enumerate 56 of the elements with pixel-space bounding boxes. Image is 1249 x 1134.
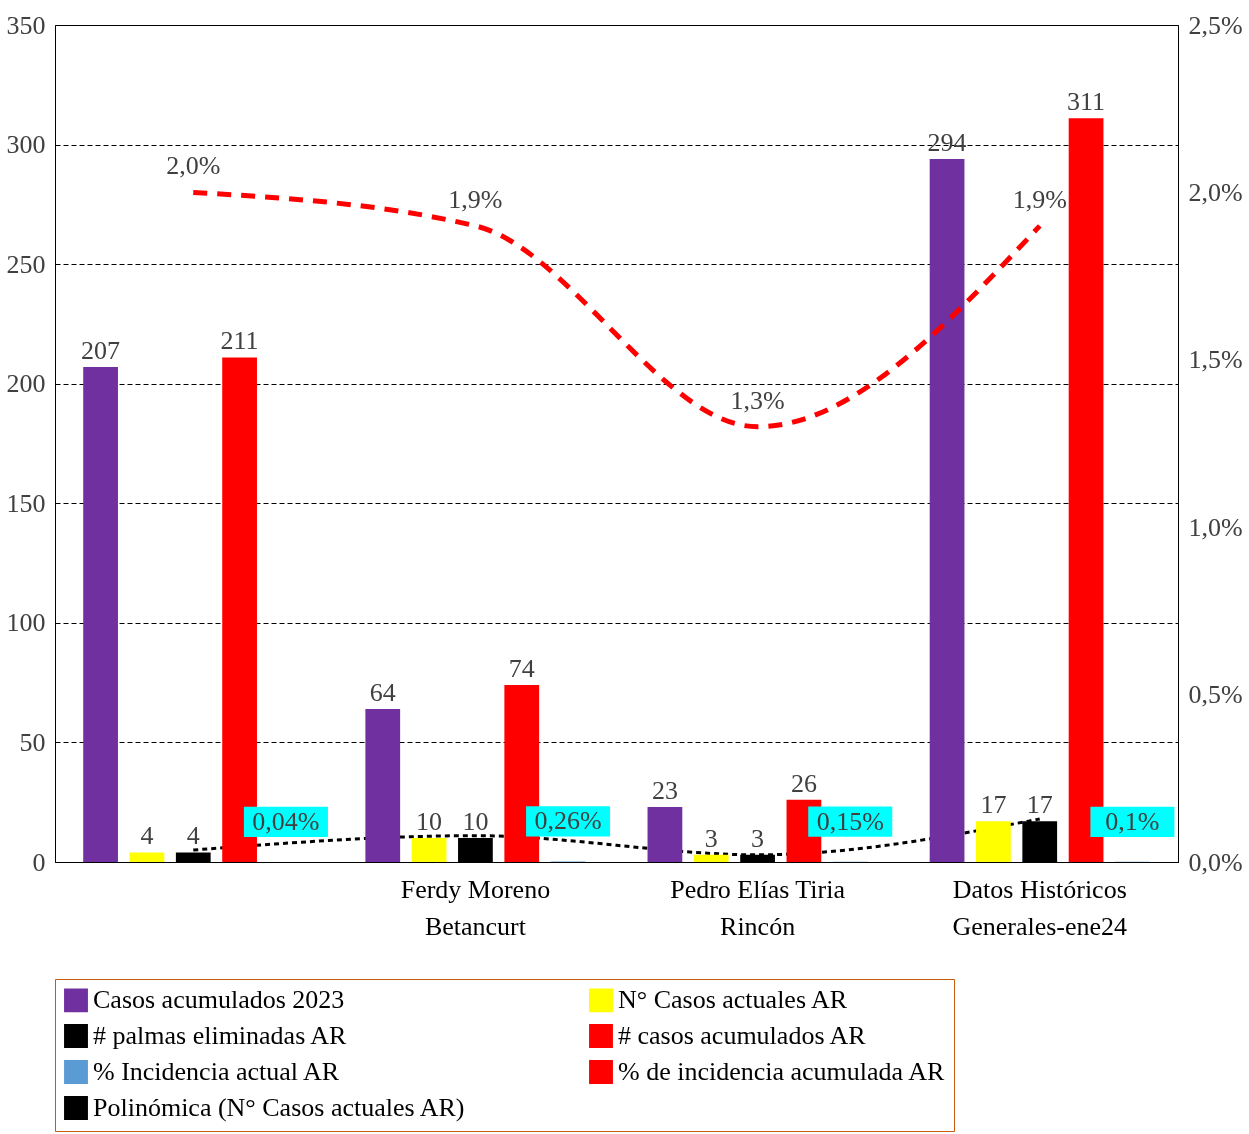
data-label: 311 <box>1067 87 1106 117</box>
data-label: 0,1% <box>1105 806 1160 836</box>
x-tick-label: Ferdy Moreno Betancurt <box>400 874 551 941</box>
bar <box>647 807 683 862</box>
legend-label: Casos acumulados 2023 <box>93 985 345 1015</box>
y2-tick-label: 2,0% <box>1188 177 1243 207</box>
legend-label: N° Casos actuales AR <box>618 985 848 1015</box>
legend-label: # palmas eliminadas AR <box>93 1021 348 1050</box>
bar <box>693 854 729 862</box>
bar <box>1068 118 1104 862</box>
data-label: 23 <box>651 776 678 805</box>
x-tick-label: Datos Históricos Generales-ene24 <box>952 874 1128 941</box>
y-tick-label: 150 <box>6 488 46 518</box>
data-label: 3 <box>751 823 765 853</box>
bar <box>129 852 165 862</box>
bar <box>929 158 965 862</box>
y-tick-label: 0 <box>32 847 46 877</box>
data-label: 0,26% <box>534 806 602 836</box>
data-label: 207 <box>81 335 121 365</box>
y-tick-label: 50 <box>19 727 46 757</box>
y2-tick-label: 0,0% <box>1188 847 1243 877</box>
data-label: 4 <box>186 821 200 851</box>
data-label: 17 <box>1026 790 1053 820</box>
data-label: 0,04% <box>252 806 320 836</box>
bar <box>976 821 1011 862</box>
y-tick-label: 300 <box>6 130 46 160</box>
data-label: 74 <box>508 654 535 684</box>
data-label: 26 <box>790 768 817 798</box>
y2-tick-label: 2,5% <box>1188 10 1243 40</box>
y2-tick-label: 1,0% <box>1188 512 1243 542</box>
data-label: 64 <box>369 677 396 707</box>
y2-tick-label: 1,5% <box>1188 345 1243 375</box>
data-label: 1,3% <box>730 385 785 415</box>
legend-label: % Incidencia actual AR <box>93 1057 340 1086</box>
legend-label: Polinómica (N° Casos actuales AR) <box>93 1093 465 1122</box>
y2-tick-label: 0,5% <box>1188 680 1243 710</box>
x-tick-label: Pedro Elías Tiria Rincón <box>670 874 846 941</box>
data-label: 10 <box>462 807 489 837</box>
data-label: 2,0% <box>166 151 221 181</box>
bar <box>83 366 118 862</box>
legend-label: # casos acumulados AR <box>618 1021 867 1050</box>
data-label: 211 <box>220 326 259 356</box>
data-label: 1,9% <box>448 184 503 214</box>
data-label: 0,15% <box>816 806 884 836</box>
y-tick-label: 100 <box>6 608 46 638</box>
bar <box>411 838 447 862</box>
data-label: 10 <box>416 807 443 837</box>
y-tick-label: 250 <box>6 249 46 279</box>
data-label: 17 <box>980 790 1007 820</box>
legend-label: % de incidencia acumulada AR <box>618 1057 945 1086</box>
data-label: 3 <box>704 823 718 853</box>
data-label: 4 <box>140 821 154 851</box>
y-tick-label: 200 <box>6 369 46 399</box>
bar <box>365 708 401 862</box>
data-label: 1,9% <box>1012 184 1067 214</box>
y-tick-label: 350 <box>6 10 46 40</box>
